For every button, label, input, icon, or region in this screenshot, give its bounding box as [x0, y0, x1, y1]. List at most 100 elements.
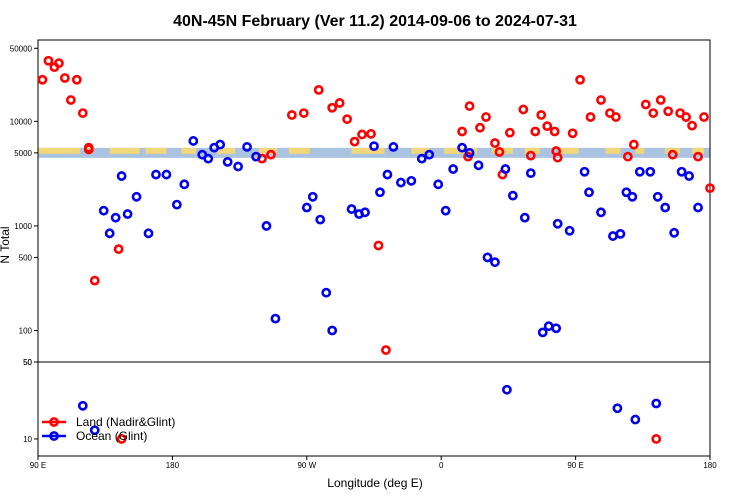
- coverage-band-land: [524, 147, 540, 154]
- land-point: [655, 95, 666, 105]
- ocean-point: [116, 171, 127, 181]
- land-point: [381, 345, 391, 355]
- coverage-band-land: [692, 147, 705, 154]
- land-point: [475, 122, 485, 133]
- land-point: [681, 112, 692, 122]
- ocean-point: [500, 164, 511, 174]
- ocean-point: [630, 414, 641, 425]
- ocean-point: [327, 325, 338, 336]
- ocean-point: [179, 179, 190, 190]
- ocean-point: [652, 191, 663, 202]
- land-point: [349, 136, 360, 147]
- land-point: [693, 151, 703, 162]
- land-point: [43, 55, 54, 66]
- land-point: [327, 102, 338, 113]
- land-point: [59, 73, 70, 83]
- land-point: [504, 127, 515, 138]
- land-point: [687, 120, 697, 131]
- land-point: [313, 84, 324, 95]
- plot-frame: [37, 39, 711, 457]
- ocean-point: [301, 202, 312, 213]
- ocean-point: [89, 425, 100, 436]
- ocean-point: [621, 187, 632, 198]
- land-point: [542, 121, 553, 132]
- ocean-point: [382, 169, 393, 180]
- land-point: [54, 58, 64, 69]
- land-point: [622, 151, 633, 162]
- land-point: [663, 106, 674, 117]
- ocean-point: [104, 228, 115, 239]
- ocean-point: [233, 161, 244, 172]
- ocean-point: [579, 166, 590, 177]
- land-point: [71, 74, 82, 85]
- legend-label: Ocean (Glint): [76, 429, 147, 443]
- land-point: [494, 147, 505, 157]
- land-point: [640, 99, 651, 110]
- legend-marker: [49, 431, 59, 441]
- ocean-point: [375, 187, 385, 198]
- coverage-band-land: [38, 147, 80, 154]
- ocean-point: [395, 177, 406, 188]
- ocean-point: [612, 403, 623, 414]
- ocean-point: [634, 166, 645, 177]
- ocean-point: [537, 327, 548, 338]
- ocean-point: [615, 228, 626, 239]
- ocean-point: [416, 153, 427, 164]
- land-point: [116, 434, 127, 444]
- ocean-point: [490, 257, 500, 268]
- ocean-point: [543, 321, 554, 332]
- ocean-point: [406, 175, 417, 186]
- land-point: [77, 108, 88, 118]
- coverage-band-land: [560, 147, 579, 154]
- ocean-point: [433, 179, 444, 190]
- ocean-point: [525, 168, 536, 179]
- ocean-point: [552, 218, 563, 229]
- coverage-band-land: [635, 147, 645, 154]
- y-tick-label: 10: [23, 435, 32, 444]
- ocean-point: [627, 191, 638, 202]
- land-point: [518, 104, 529, 115]
- land-point: [481, 112, 491, 122]
- land-point: [37, 74, 48, 85]
- ocean-point: [251, 151, 261, 162]
- ocean-point: [98, 205, 109, 216]
- ocean-point: [502, 384, 512, 395]
- coverage-band-land: [181, 147, 197, 154]
- ocean-point: [131, 191, 142, 202]
- x-axis-label: Longitude (deg E): [327, 476, 422, 490]
- x-tick-label: 90 E: [567, 461, 583, 470]
- x-tick-label: 90 E: [30, 461, 46, 470]
- land-point: [648, 108, 659, 118]
- x-tick-label: 180: [703, 461, 717, 470]
- coverage-band-land: [217, 147, 236, 154]
- ocean-point: [584, 187, 594, 198]
- ocean-point: [270, 313, 281, 324]
- y-tick-label: 1000: [14, 222, 32, 231]
- y-tick-label: 100: [19, 327, 33, 336]
- land-point: [113, 244, 124, 255]
- land-point: [342, 114, 353, 125]
- ocean-point: [660, 202, 671, 213]
- ocean-point: [457, 142, 468, 153]
- land-point: [357, 129, 367, 140]
- ocean-point: [360, 207, 370, 218]
- ocean-point: [676, 166, 687, 177]
- ocean-point: [161, 169, 172, 180]
- land-point: [266, 149, 276, 160]
- ocean-point: [388, 142, 399, 152]
- ocean-point: [188, 136, 199, 146]
- land-point: [551, 146, 562, 156]
- land-point: [628, 139, 639, 150]
- ocean-point: [171, 199, 182, 210]
- ocean-point: [315, 214, 326, 225]
- ocean-point: [473, 160, 484, 171]
- ocean-point: [307, 191, 318, 202]
- ocean-point: [448, 164, 459, 174]
- land-point: [298, 108, 309, 118]
- y-tick-label: 50000: [10, 44, 33, 53]
- coverage-band-land: [411, 147, 430, 154]
- ocean-point: [122, 209, 133, 219]
- ocean-point: [464, 147, 475, 158]
- land-point: [366, 128, 376, 139]
- land-point: [536, 110, 547, 120]
